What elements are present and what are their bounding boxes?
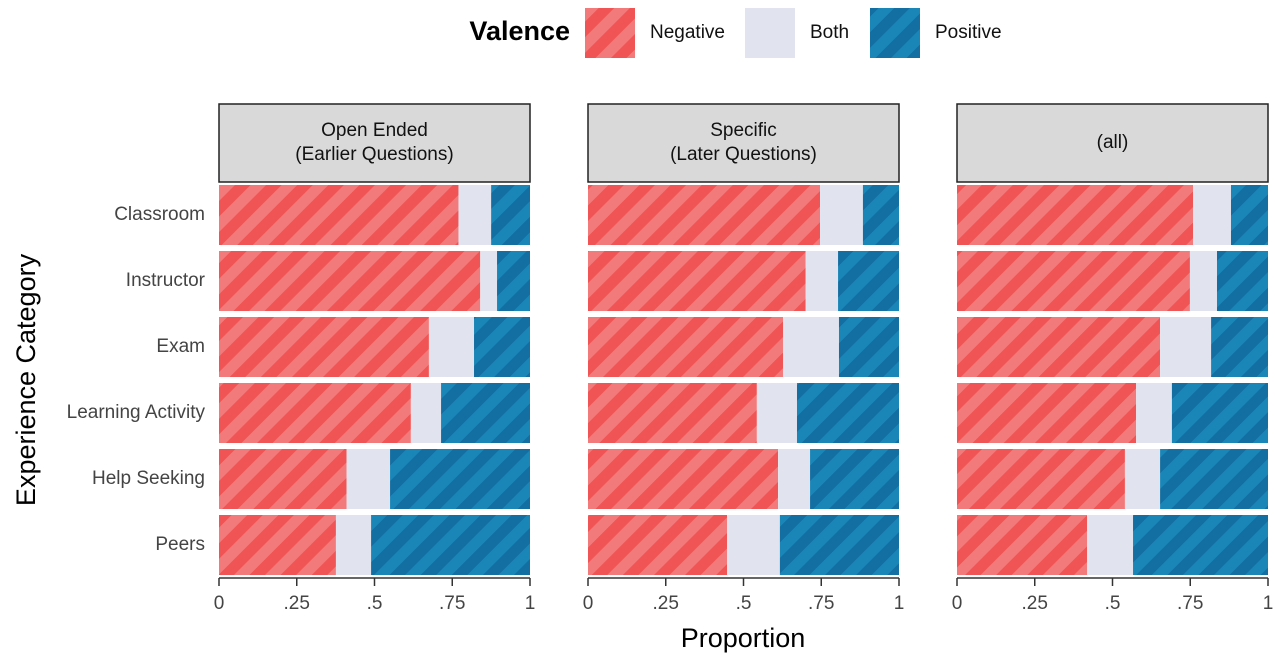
bar-segment	[441, 383, 530, 443]
bar-segment	[1124, 449, 1161, 509]
bar-segment	[588, 185, 821, 245]
bar-segment	[588, 449, 779, 509]
x-tick-label: .25	[1022, 593, 1048, 614]
bar-segment	[1160, 317, 1212, 377]
y-tick-label: Help Seeking	[92, 468, 205, 489]
bar-segment	[957, 317, 1161, 377]
bar-segment	[778, 449, 811, 509]
bar-segment	[820, 185, 863, 245]
x-tick-label: .5	[1105, 593, 1121, 614]
x-tick-label: 1	[525, 593, 536, 614]
bar-segment	[219, 185, 459, 245]
bar-segment	[957, 185, 1194, 245]
bar-segment	[219, 317, 429, 377]
bar-segment	[588, 317, 783, 377]
x-tick-label: 0	[583, 593, 594, 614]
bar-segment	[371, 515, 530, 575]
panel-title: (all)	[1097, 132, 1129, 153]
bar-segment	[779, 515, 899, 575]
x-tick-label: .25	[653, 593, 679, 614]
bar-segment	[480, 251, 498, 311]
bar-segment	[458, 185, 492, 245]
bar-segment	[219, 383, 411, 443]
panel-title: (Earlier Questions)	[295, 144, 453, 165]
bar-segment	[1189, 251, 1217, 311]
bar-segment	[497, 251, 530, 311]
bar-segment	[219, 449, 347, 509]
bar-segment	[491, 185, 530, 245]
x-tick-label: 1	[894, 593, 905, 614]
bar-segment	[810, 449, 899, 509]
bar-segment	[1136, 383, 1172, 443]
bar-segment	[782, 317, 839, 377]
bar-segment	[410, 383, 442, 443]
bar-segment	[219, 251, 481, 311]
y-tick-label: Instructor	[126, 270, 206, 291]
x-tick-label: .5	[736, 593, 752, 614]
x-tick-label: 0	[952, 593, 963, 614]
panel-header	[956, 103, 1269, 183]
legend-label: Positive	[935, 22, 1002, 43]
bar-segment	[957, 251, 1190, 311]
bar-segment	[1160, 449, 1268, 509]
bar-segment	[957, 449, 1125, 509]
bar-segment	[1133, 515, 1268, 575]
y-tick-label: Classroom	[114, 204, 205, 225]
bar-segment	[727, 515, 780, 575]
bar-segment	[1171, 383, 1268, 443]
bar-segment	[838, 251, 899, 311]
y-tick-label: Learning Activity	[67, 402, 206, 423]
panel-title: (Later Questions)	[670, 144, 817, 165]
bar-segment	[219, 515, 336, 575]
x-tick-label: 1	[1263, 593, 1274, 614]
bar-segment	[335, 515, 372, 575]
x-tick-label: .75	[439, 593, 465, 614]
panel-header	[218, 103, 531, 183]
legend-swatch	[585, 8, 635, 58]
legend-title: Valence	[469, 16, 570, 46]
bar-segment	[428, 317, 475, 377]
bar-segment	[1086, 515, 1134, 575]
bar-segment	[862, 185, 899, 245]
x-tick-label: .25	[284, 593, 310, 614]
bar-segment	[796, 383, 899, 443]
legend-swatch	[745, 8, 795, 58]
panel-header	[587, 103, 900, 183]
legend-swatch	[870, 8, 920, 58]
bar-segment	[588, 251, 806, 311]
bar-segment	[474, 317, 530, 377]
x-tick-label: 0	[214, 593, 225, 614]
bar-segment	[1216, 251, 1268, 311]
legend-label: Negative	[650, 22, 725, 43]
bar-segment	[588, 383, 757, 443]
y-tick-label: Peers	[155, 534, 205, 555]
x-tick-label: .5	[367, 593, 383, 614]
bar-segment	[1193, 185, 1231, 245]
y-tick-label: Exam	[156, 336, 205, 357]
bar-segment	[346, 449, 391, 509]
bar-segment	[1211, 317, 1268, 377]
bar-segment	[957, 383, 1137, 443]
bar-segment	[957, 515, 1087, 575]
y-axis-label: Experience Category	[11, 253, 41, 506]
legend-label: Both	[810, 22, 849, 43]
panel-title: Open Ended	[321, 120, 428, 141]
bar-segment	[805, 251, 839, 311]
bar-segment	[756, 383, 797, 443]
bar-segment	[390, 449, 530, 509]
x-axis-label: Proportion	[681, 623, 806, 653]
panel-title: Specific	[710, 120, 777, 141]
x-tick-label: .75	[808, 593, 834, 614]
x-tick-label: .75	[1177, 593, 1203, 614]
bar-segment	[838, 317, 899, 377]
bar-segment	[1230, 185, 1268, 245]
bar-segment	[588, 515, 728, 575]
